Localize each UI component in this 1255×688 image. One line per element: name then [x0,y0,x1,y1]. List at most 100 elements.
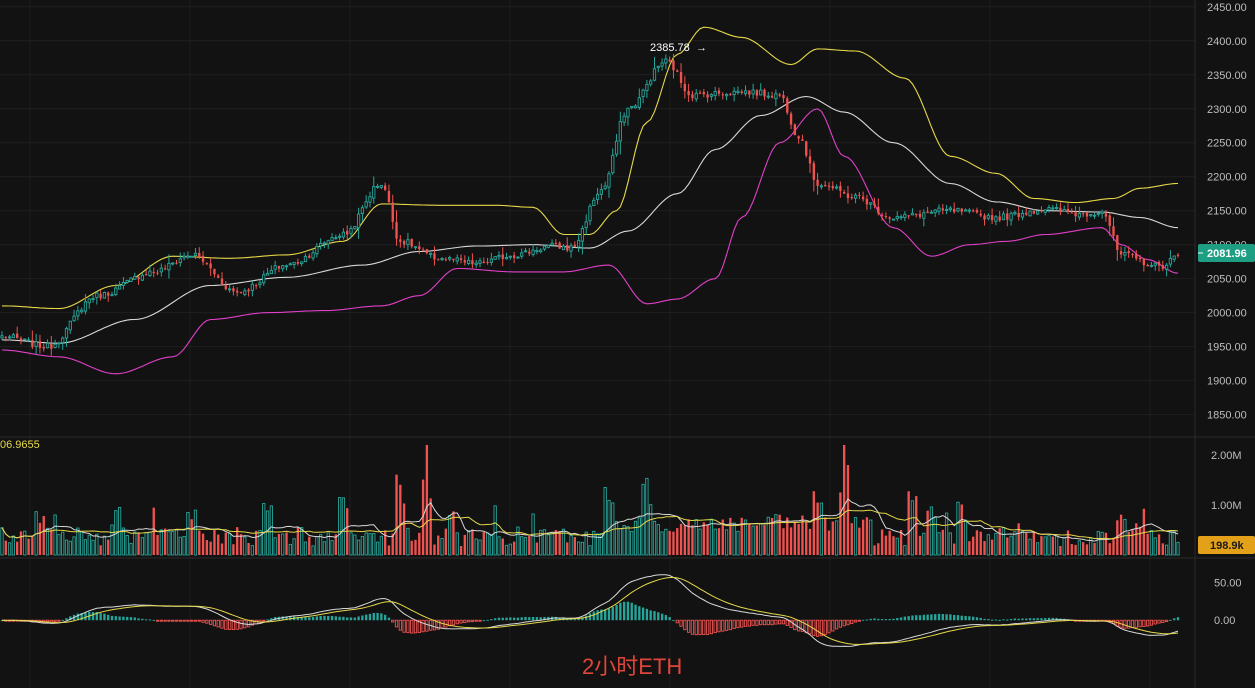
candle-body [1127,251,1130,254]
candle [834,184,839,190]
candle-body [740,91,743,94]
current-volume-marker: 198.9k [1198,536,1255,554]
volume-bar [201,533,205,555]
candle-body [630,105,634,109]
volume-bar [986,534,990,556]
candle-body [315,245,319,255]
candle [664,54,668,70]
candle-body [607,173,611,188]
candle [326,239,330,249]
candle [156,269,159,276]
macd-histogram-bar [1123,619,1127,629]
candle [334,234,338,240]
macd-histogram-bar [535,617,539,621]
candle [1119,246,1123,259]
volume-bar [853,517,858,556]
volume-bar [782,528,785,555]
volume-bar [603,486,607,556]
last-price-pill [1198,244,1255,262]
volume-ma-slow-line [1,509,1179,540]
macd-histogram-bar [186,619,190,622]
macd-histogram-bar [846,619,850,626]
candle-body [11,334,16,339]
volume-bar [174,529,179,556]
candle [819,183,824,190]
volume-bar [156,535,159,555]
volume-bar [322,541,327,556]
candle-body [337,235,342,238]
volume-bar [1142,508,1146,555]
volume-bar [858,527,861,555]
volume-bar [4,540,7,555]
macd-histogram-bar [638,606,641,621]
candle [508,255,512,260]
candle-body [614,140,619,155]
volume-bar [1043,536,1047,556]
volume-bar [296,527,300,555]
volume-bar [633,520,638,556]
price-tick-label: 1850.00 [1207,410,1247,422]
candle-body [884,215,888,217]
macd-histogram-bar [220,619,224,629]
volume-bar [660,531,664,556]
candle-body [1009,212,1013,221]
candle-body [512,255,516,258]
candle-body [687,91,690,96]
volume-bar [353,534,357,556]
volume-bar [979,531,982,555]
candle-body [520,252,524,257]
candle [873,197,876,209]
volume-bar [83,539,88,556]
volume-bar [676,528,679,555]
candle-body [262,274,266,284]
candle [296,258,300,266]
candle-body [198,252,201,257]
candle-body [858,194,861,196]
macd-histogram-bar [653,611,656,621]
volume-bar [573,537,577,555]
candle-body [360,207,365,215]
volume-bar [1081,542,1085,555]
candle [83,294,88,315]
volume-bar [941,529,944,555]
volume-bar [232,544,235,555]
candle [26,337,31,342]
candle [789,111,793,130]
price-tick-label: 2250.00 [1207,138,1247,150]
macd-histogram-bar [569,619,573,621]
candle [975,207,979,214]
volume-bar [137,532,140,555]
macd-histogram-bar [122,616,125,621]
candle [1138,254,1142,263]
macd-histogram-bar [1153,619,1157,625]
volume-bar [694,519,698,556]
candle-body [576,239,581,248]
candle-body [102,292,107,299]
volume-bar [554,530,558,555]
candle-body [440,258,444,260]
macd-histogram-bar [171,619,175,622]
candle [637,88,641,110]
candle-body [1153,262,1157,266]
macd-histogram-bar [789,619,793,628]
candle [645,79,649,98]
volume-bar [895,537,899,556]
candle [186,251,190,260]
candle-body [679,72,683,83]
candle-body [334,237,338,240]
candle [379,184,383,190]
candle [308,253,311,259]
volume-bar [159,529,163,556]
volume-bar [766,516,770,556]
volume-bar [706,524,709,555]
candle [227,284,232,293]
macd-histogram-bar [110,615,114,621]
candle [910,208,915,216]
macd-histogram-bar [466,619,471,623]
macd-histogram-bar [141,618,144,621]
volume-bar [649,504,653,556]
candle [831,181,834,191]
volume-bar [466,530,471,556]
candle [178,252,182,267]
